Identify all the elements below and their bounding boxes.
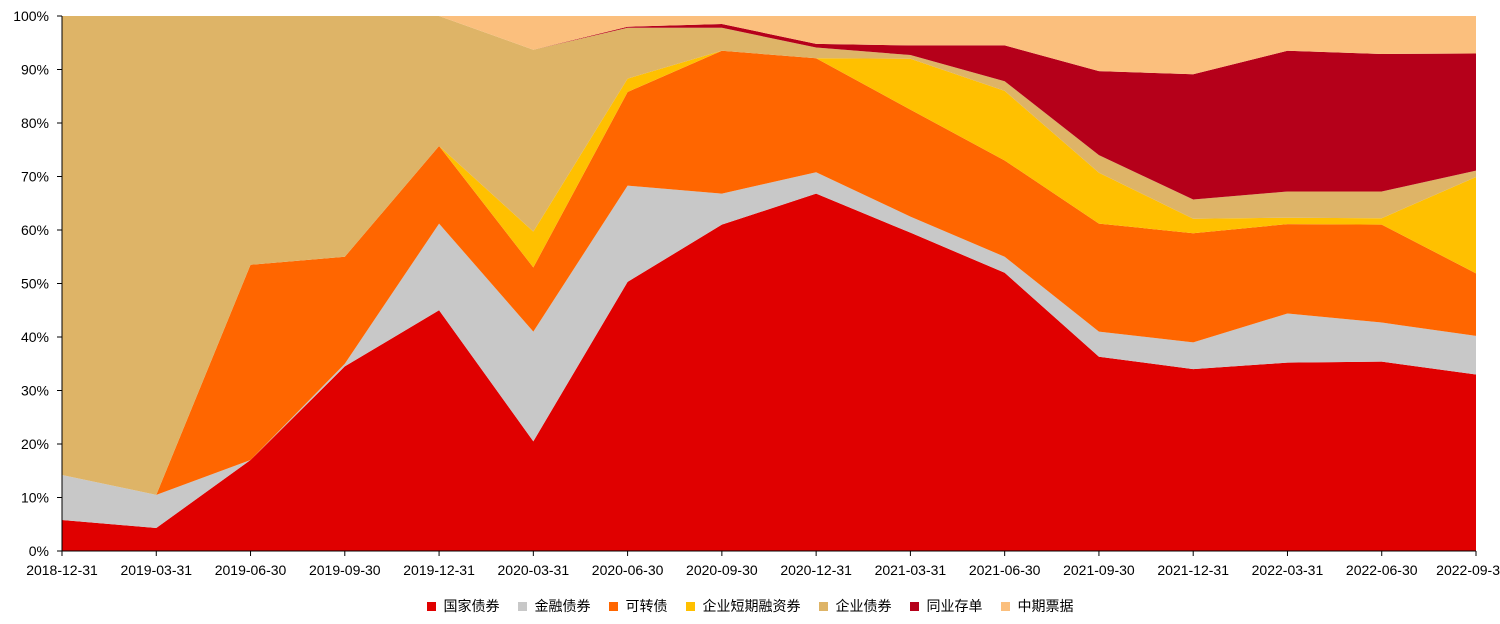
legend-label: 国家债券 (443, 598, 500, 614)
x-tick-label: 2022-09-3 (1436, 562, 1500, 578)
legend-item-7: 中期票据 (1000, 596, 1074, 616)
x-tick-label: 2021-12-31 (1157, 562, 1229, 578)
legend-swatch (517, 601, 527, 611)
x-tick-label: 2022-06-30 (1346, 562, 1418, 578)
legend-label: 企业短期融资券 (702, 598, 801, 614)
y-tick-label: 50% (21, 276, 49, 292)
area-series-7 (62, 16, 1476, 75)
legend-item-6: 同业存单 (909, 596, 983, 616)
legend-swatch (909, 601, 919, 611)
x-tick-label: 2019-06-30 (215, 562, 287, 578)
legend: 国家债券 金融债券 可转债 企业短期融资券 企业债券 同业存单 中期票据 (0, 596, 1500, 616)
x-tick-label: 2021-03-31 (875, 562, 947, 578)
legend-item-3: 可转债 (608, 596, 668, 616)
y-tick-label: 80% (21, 115, 49, 131)
legend-swatch (818, 601, 828, 611)
x-tick-label: 2021-06-30 (969, 562, 1041, 578)
area-series-3 (62, 50, 1476, 495)
area-series-6 (62, 16, 1476, 200)
legend-label: 企业债券 (835, 598, 892, 614)
legend-swatch (608, 601, 618, 611)
legend-label: 中期票据 (1017, 598, 1074, 614)
area-series-5 (62, 16, 1476, 495)
y-tick-label: 30% (21, 383, 49, 399)
legend-label: 金融债券 (534, 598, 591, 614)
x-tick-label: 2018-12-31 (26, 562, 98, 578)
y-tick-label: 20% (21, 436, 49, 452)
y-tick-label: 90% (21, 62, 49, 78)
x-tick-label: 2019-03-31 (120, 562, 192, 578)
y-tick-label: 70% (21, 169, 49, 185)
x-tick-label: 2022-03-31 (1252, 562, 1324, 578)
x-tick-label: 2020-06-30 (592, 562, 664, 578)
x-tick-label: 2020-03-31 (498, 562, 570, 578)
legend-swatch (685, 601, 695, 611)
legend-item-1: 国家债券 (426, 596, 500, 616)
y-tick-label: 100% (13, 8, 49, 24)
x-tick-label: 2021-09-30 (1063, 562, 1135, 578)
legend-item-5: 企业债券 (818, 596, 892, 616)
x-tick-label: 2020-09-30 (686, 562, 758, 578)
axes: 0% 10% 20% 30% 40% 50% 60% 70% 80% 90% 100% 2018-12… (13, 8, 1500, 578)
legend-swatch (1000, 601, 1010, 611)
legend-item-2: 金融债券 (517, 596, 591, 616)
y-tick-label: 60% (21, 222, 49, 238)
y-tick-label: 0% (29, 543, 49, 559)
legend-swatch (426, 601, 436, 611)
legend-item-4: 企业短期融资券 (685, 596, 801, 616)
x-tick-label: 2019-12-31 (403, 562, 475, 578)
area-series-2 (62, 172, 1476, 528)
area-series-1 (62, 193, 1476, 551)
y-tick-label: 10% (21, 490, 49, 506)
x-tick-label: 2019-09-30 (309, 562, 381, 578)
legend-label: 可转债 (625, 598, 668, 614)
y-tick-label: 40% (21, 329, 49, 345)
x-tick-label: 2020-12-31 (780, 562, 852, 578)
legend-label: 同业存单 (926, 598, 983, 614)
stacked-areas (62, 16, 1476, 551)
